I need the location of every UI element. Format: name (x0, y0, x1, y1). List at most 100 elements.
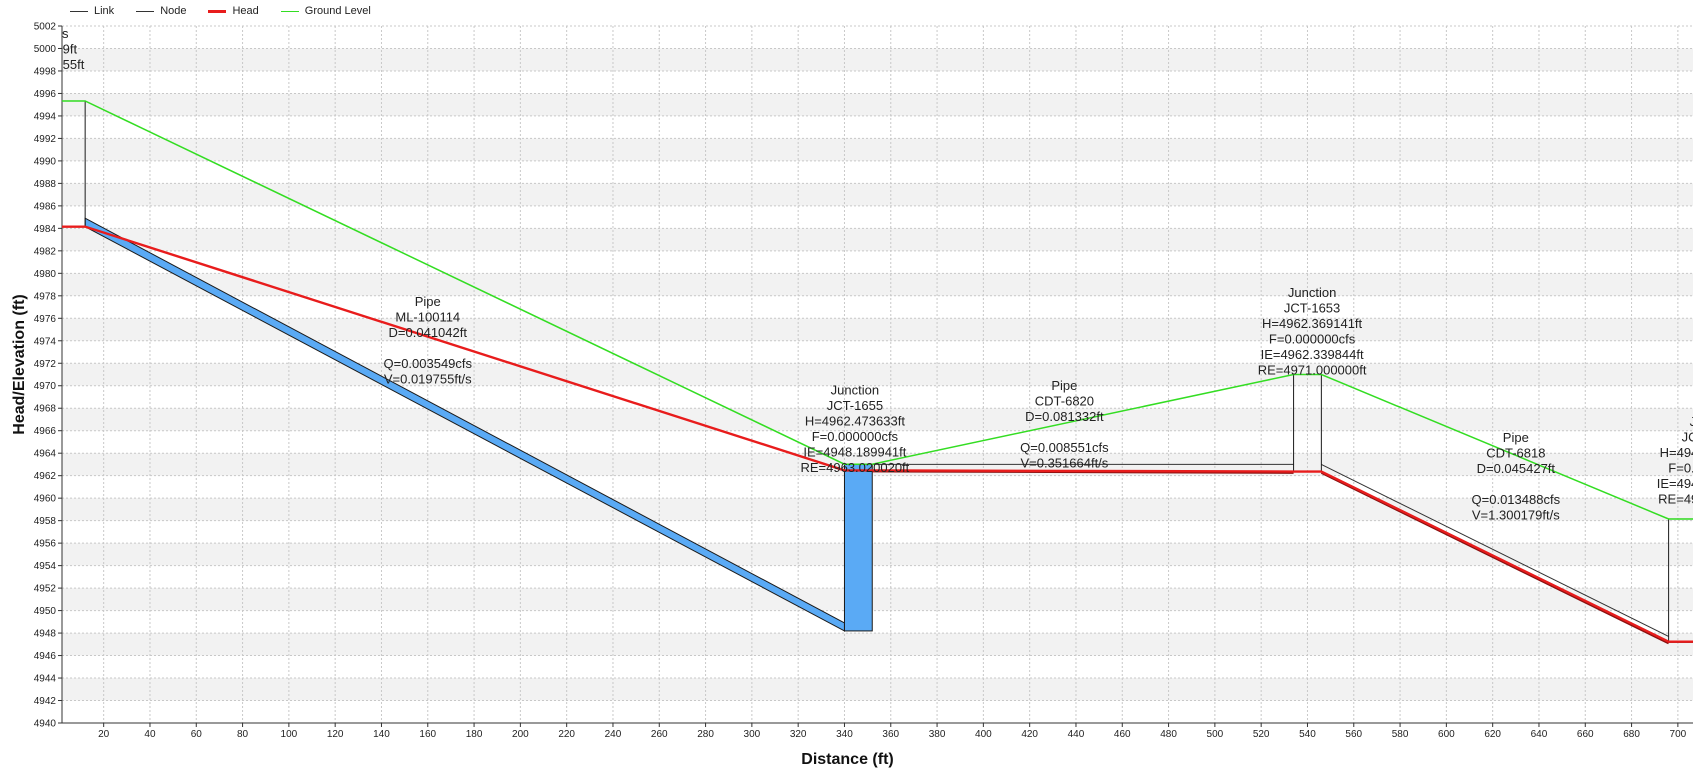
annotation-line: IE=4947.1699 (1657, 476, 1693, 491)
legend-label-head: Head (232, 5, 259, 17)
x-tick-label: 420 (1021, 729, 1038, 740)
x-tick-label: 180 (466, 729, 483, 740)
legend-swatch-head (208, 9, 227, 13)
grid-band (62, 48, 1693, 71)
annotation-line: JCT-1655 (827, 398, 883, 413)
y-tick-label: 5000 (34, 44, 57, 55)
y-tick-label: 4998 (34, 66, 57, 77)
y-tick-label: 4942 (34, 696, 57, 707)
x-tick-label: 240 (605, 729, 622, 740)
y-axis-title: Head/Elevation (ft) (11, 294, 28, 434)
x-tick-label: 20 (98, 729, 110, 740)
x-tick-label: 600 (1438, 729, 1455, 740)
y-tick-label: 4964 (34, 449, 57, 460)
legend-item-link: Link (70, 5, 114, 17)
y-tick-label: 4978 (34, 291, 57, 302)
y-tick-label: 4960 (34, 494, 57, 505)
y-tick-label: 4982 (34, 246, 57, 257)
y-tick-label: 4980 (34, 269, 57, 280)
x-tick-label: 280 (697, 729, 714, 740)
annotation-line: ML-100114 (395, 309, 460, 324)
annotation-line: Junction (1690, 414, 1693, 429)
y-tick-label: 4984 (34, 224, 57, 235)
x-tick-label: 260 (651, 729, 668, 740)
x-tick-label: 340 (836, 729, 853, 740)
link-invert-line (1320, 471, 1670, 645)
legend-swatch-ground-level (280, 10, 299, 12)
annotation-line: D=0.045427ft (1477, 461, 1556, 476)
annotation-line: 4.150879ft (16, 42, 78, 57)
annotation-line: Pipe (415, 294, 441, 309)
y-tick-label: 4950 (34, 606, 57, 617)
annotation-line: RE=4963.020020ft (800, 460, 909, 475)
chart-legend: Link Node Head Ground Level (70, 2, 371, 20)
x-tick-label: 560 (1345, 729, 1362, 740)
annotation-line: IE=4962.339844ft (1261, 347, 1364, 362)
annotation-line: RE=4971.000000ft (1258, 362, 1367, 377)
node-box-3 (1668, 518, 1693, 643)
annotation-line: H=4962.369141ft (1262, 316, 1363, 331)
annotation-line: RE=4958.149 (1658, 492, 1693, 507)
y-tick-label: 4970 (34, 381, 57, 392)
annotation-line: Pipe (1051, 378, 1077, 393)
grid-band (62, 588, 1693, 611)
y-tick-label: 4948 (34, 629, 57, 640)
grid-band (62, 633, 1693, 656)
x-tick-label: 480 (1160, 729, 1177, 740)
x-tick-label: 220 (558, 729, 575, 740)
x-tick-label: 440 (1068, 729, 1085, 740)
annotation-line: F=0.000000cfs (1269, 331, 1356, 346)
annotation-line: Junction (1288, 285, 1336, 300)
x-tick-label: 700 (1670, 729, 1687, 740)
y-tick-label: 4992 (34, 134, 57, 145)
grid-band (62, 363, 1693, 386)
y-tick-label: 4958 (34, 516, 57, 527)
x-tick-label: 580 (1392, 729, 1409, 740)
y-tick-label: 4972 (34, 359, 57, 370)
annotation-line: JCT-1653 (1284, 300, 1340, 315)
y-tick-label: 5002 (34, 22, 57, 33)
x-tick-label: 360 (882, 729, 899, 740)
x-tick-label: 160 (419, 729, 436, 740)
legend-item-head: Head (208, 5, 259, 17)
x-tick-label: 520 (1253, 729, 1270, 740)
legend-label-link: Link (94, 5, 115, 17)
annotation-line: 95.331055ft (16, 57, 85, 72)
ground-level-line (62, 100, 1693, 520)
annotation-line: D=0.041042ft (389, 325, 468, 340)
annotation-line: F=0.000000 (1668, 461, 1693, 476)
annotation-line: Q=0.008551cfs (1020, 440, 1109, 455)
y-tick-label: 4954 (34, 561, 57, 572)
annotation-line: Q=0.003549cfs (383, 356, 472, 371)
legend-label-node: Node (160, 5, 187, 17)
annotation-pipe-cdt-6818: Pipe CDT-6818 D=0.045427ft Q=0.013488cfs V=1… (1472, 430, 1561, 523)
y-tick-label: 4962 (34, 471, 57, 482)
annotation-line: IE=4948.189941ft (803, 445, 906, 460)
x-tick-label: 120 (327, 729, 344, 740)
annotation-node-left: 4.150504ft 00000cfs 4.150879ft 95.331055ft (16, 11, 85, 73)
x-tick-label: 540 (1299, 729, 1316, 740)
annotation-line: 00000cfs (16, 26, 69, 41)
y-tick-label: 4968 (34, 404, 57, 415)
x-tick-label: 640 (1531, 729, 1548, 740)
x-axis-title: Distance (ft) (801, 751, 893, 768)
x-tick-label: 100 (281, 729, 298, 740)
x-tick-label: 660 (1577, 729, 1594, 740)
grid-band (62, 318, 1693, 341)
legend-item-node: Node (136, 5, 186, 17)
plot-area: 4.150504ft 00000cfs 4.150879ft 95.331055ft P… (16, 11, 1693, 645)
x-tick-label: 80 (237, 729, 249, 740)
annotation-pipe-ml-100114: Pipe ML-100114 D=0.041042ft Q=0.003549cfs V=… (383, 294, 472, 387)
y-tick-label: 4952 (34, 584, 57, 595)
annotation-line: Junction (831, 383, 879, 398)
annotation-junction-jct-1655: Junction JCT-1655 H=4962.473633ft F=0.00000… (800, 383, 909, 476)
x-tick-label: 200 (512, 729, 529, 740)
annotation-line: CDT-6820 (1035, 394, 1094, 409)
legend-swatch-link (70, 10, 88, 12)
annotation-line: Pipe (1503, 430, 1529, 445)
y-tick-label: 4966 (34, 426, 57, 437)
x-tick-label: 460 (1114, 729, 1131, 740)
annotation-line: JCT-1651 (1682, 430, 1693, 445)
x-tick-label: 320 (790, 729, 807, 740)
x-tick-label: 400 (975, 729, 992, 740)
